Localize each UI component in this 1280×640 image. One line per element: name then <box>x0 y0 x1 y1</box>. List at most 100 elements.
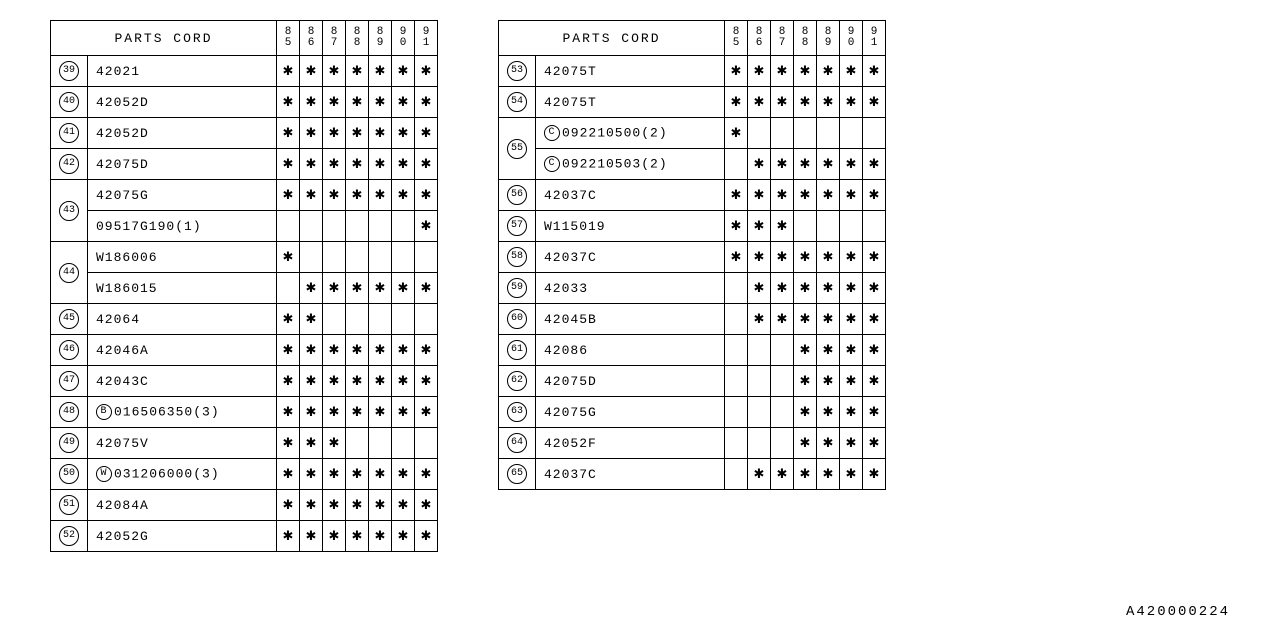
year-mark: ✱ <box>415 397 438 428</box>
year-mark: ✱ <box>369 490 392 521</box>
part-number: 42052D <box>88 87 277 118</box>
header-year: 88 <box>346 21 369 56</box>
year-mark: ✱ <box>840 242 863 273</box>
year-mark: ✱ <box>346 459 369 490</box>
year-mark: ✱ <box>415 118 438 149</box>
year-mark: ✱ <box>323 490 346 521</box>
ref-number: 48 <box>51 397 88 428</box>
part-number: 42052G <box>88 521 277 552</box>
year-mark: ✱ <box>300 118 323 149</box>
year-mark <box>392 211 415 242</box>
header-year: 90 <box>392 21 415 56</box>
year-mark: ✱ <box>771 56 794 87</box>
year-mark: ✱ <box>323 335 346 366</box>
year-mark: ✱ <box>840 397 863 428</box>
year-mark: ✱ <box>300 490 323 521</box>
year-mark: ✱ <box>863 304 886 335</box>
year-mark <box>725 149 748 180</box>
part-number: 42064 <box>88 304 277 335</box>
year-mark: ✱ <box>725 242 748 273</box>
ref-number: 47 <box>51 366 88 397</box>
ref-number: 43 <box>51 180 88 242</box>
year-mark <box>346 304 369 335</box>
year-mark: ✱ <box>840 304 863 335</box>
year-mark: ✱ <box>392 366 415 397</box>
year-mark: ✱ <box>300 180 323 211</box>
year-mark <box>725 397 748 428</box>
year-mark <box>323 304 346 335</box>
header-year: 89 <box>369 21 392 56</box>
year-mark: ✱ <box>794 335 817 366</box>
year-mark: ✱ <box>863 56 886 87</box>
header-year: 85 <box>725 21 748 56</box>
year-mark <box>369 304 392 335</box>
year-mark: ✱ <box>840 273 863 304</box>
year-mark <box>415 242 438 273</box>
year-mark: ✱ <box>300 56 323 87</box>
year-mark: ✱ <box>300 521 323 552</box>
year-mark <box>725 459 748 490</box>
year-mark: ✱ <box>369 149 392 180</box>
year-mark: ✱ <box>748 211 771 242</box>
part-number: 42043C <box>88 366 277 397</box>
ref-number: 46 <box>51 335 88 366</box>
year-mark: ✱ <box>323 149 346 180</box>
part-number: 42052F <box>536 428 725 459</box>
part-number: W186015 <box>88 273 277 304</box>
year-mark: ✱ <box>415 273 438 304</box>
year-mark: ✱ <box>725 118 748 149</box>
part-number: 42086 <box>536 335 725 366</box>
year-mark <box>415 428 438 459</box>
ref-number: 51 <box>51 490 88 521</box>
year-mark: ✱ <box>817 397 840 428</box>
part-number: 42075V <box>88 428 277 459</box>
year-mark: ✱ <box>794 397 817 428</box>
year-mark: ✱ <box>794 180 817 211</box>
year-mark <box>300 242 323 273</box>
year-mark: ✱ <box>794 273 817 304</box>
year-mark: ✱ <box>817 149 840 180</box>
year-mark <box>323 242 346 273</box>
year-mark: ✱ <box>323 273 346 304</box>
year-mark: ✱ <box>277 180 300 211</box>
year-mark: ✱ <box>415 180 438 211</box>
year-mark: ✱ <box>369 335 392 366</box>
ref-number: 44 <box>51 242 88 304</box>
year-mark: ✱ <box>817 335 840 366</box>
year-mark: ✱ <box>863 366 886 397</box>
year-mark <box>748 118 771 149</box>
ref-number: 39 <box>51 56 88 87</box>
year-mark: ✱ <box>346 87 369 118</box>
year-mark <box>725 304 748 335</box>
year-mark: ✱ <box>863 335 886 366</box>
year-mark: ✱ <box>392 56 415 87</box>
ref-number: 56 <box>499 180 536 211</box>
year-mark: ✱ <box>817 273 840 304</box>
year-mark: ✱ <box>277 149 300 180</box>
year-mark: ✱ <box>277 366 300 397</box>
year-mark: ✱ <box>323 459 346 490</box>
year-mark <box>817 211 840 242</box>
year-mark <box>794 118 817 149</box>
ref-number: 61 <box>499 335 536 366</box>
header-year: 87 <box>771 21 794 56</box>
document-id: A420000224 <box>1126 604 1230 620</box>
year-mark: ✱ <box>415 521 438 552</box>
part-number: 42045B <box>536 304 725 335</box>
year-mark: ✱ <box>346 521 369 552</box>
year-mark <box>346 428 369 459</box>
header-year: 88 <box>794 21 817 56</box>
year-mark: ✱ <box>415 459 438 490</box>
year-mark: ✱ <box>277 304 300 335</box>
year-mark: ✱ <box>392 521 415 552</box>
header-parts-cord: PARTS CORD <box>51 21 277 56</box>
ref-number: 60 <box>499 304 536 335</box>
year-mark: ✱ <box>369 118 392 149</box>
year-mark: ✱ <box>277 56 300 87</box>
year-mark: ✱ <box>725 180 748 211</box>
year-mark: ✱ <box>771 242 794 273</box>
year-mark: ✱ <box>392 459 415 490</box>
part-number: 42037C <box>536 180 725 211</box>
year-mark: ✱ <box>346 397 369 428</box>
year-mark: ✱ <box>840 366 863 397</box>
